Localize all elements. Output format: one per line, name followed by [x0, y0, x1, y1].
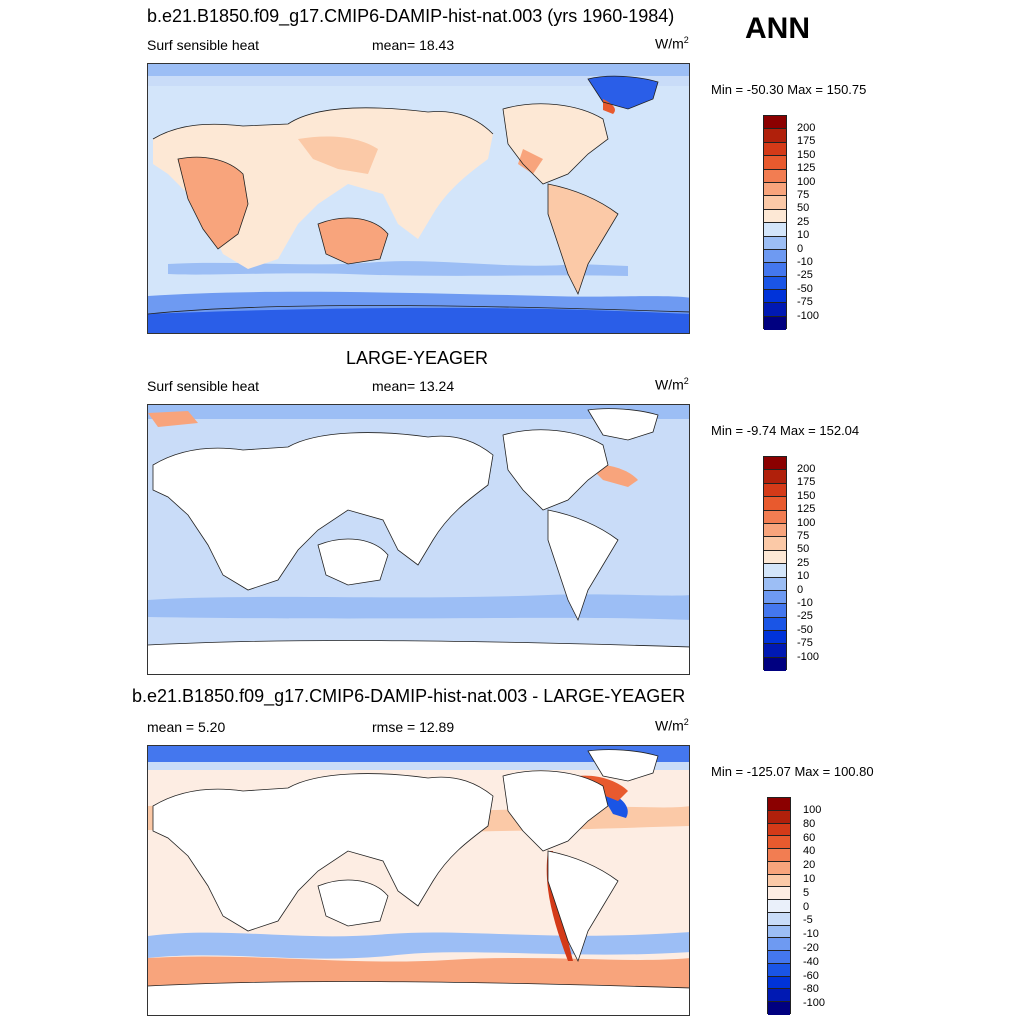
colorbar-tick: 125	[797, 162, 816, 175]
colorbar-tick: 75	[797, 530, 810, 542]
colorbar-tick: -50	[797, 282, 813, 295]
panel2-units: W/m2	[655, 376, 689, 393]
colorbar-tick: -75	[797, 637, 813, 650]
panel3-mean: mean = 5.20	[147, 719, 226, 735]
colorbar-tick: 20	[803, 859, 816, 872]
colorbar-tick: -5	[803, 914, 813, 927]
colorbar-tick: -25	[797, 610, 813, 623]
colorbar-tick: 50	[797, 543, 810, 556]
colorbar-tick: -25	[797, 269, 813, 282]
colorbar-tick: 0	[797, 242, 804, 255]
colorbar-tick: -20	[803, 942, 819, 954]
colorbar-tick: -80	[803, 983, 819, 996]
panel1-map	[147, 63, 690, 334]
colorbar-tick: 25	[797, 215, 810, 228]
colorbar-tick: -10	[803, 928, 819, 941]
colorbar-tick: 10	[803, 873, 816, 885]
panel3-colorbar	[767, 797, 791, 1015]
panel2-colorbar	[763, 456, 787, 672]
colorbar-tick: 50	[797, 202, 810, 215]
panel1-mean: mean= 18.43	[372, 37, 455, 53]
panel3-minmax: Min = -125.07 Max = 100.80	[711, 764, 874, 779]
panel3-title: b.e21.B1850.f09_g17.CMIP6-DAMIP-hist-nat…	[132, 686, 686, 706]
colorbar-tick: 5	[803, 886, 810, 899]
colorbar-tick: -10	[797, 256, 813, 268]
colorbar-tick: 80	[803, 817, 816, 830]
panel1-colorbar	[763, 115, 787, 331]
colorbar-tick: 150	[797, 148, 816, 161]
colorbar-tick: 0	[797, 583, 804, 596]
colorbar-tick: -50	[797, 623, 813, 636]
colorbar-tick: 40	[803, 845, 816, 858]
colorbar-tick: 25	[797, 556, 810, 569]
colorbar-tick: -75	[797, 296, 813, 309]
colorbar-tick: 100	[797, 516, 816, 529]
colorbar-tick: 10	[797, 229, 810, 242]
panel2-mean: mean= 13.24	[372, 378, 455, 394]
season-label: ANN	[745, 12, 810, 45]
panel2-variable: Surf sensible heat	[147, 378, 260, 394]
panel1-title: b.e21.B1850.f09_g17.CMIP6-DAMIP-hist-nat…	[147, 6, 675, 26]
panel2-map	[147, 404, 690, 675]
colorbar-tick: 175	[797, 135, 816, 148]
colorbar-tick: 75	[797, 189, 810, 201]
panel1-units: W/m2	[655, 35, 689, 52]
colorbar-tick: 150	[797, 489, 816, 502]
colorbar-tick: 125	[797, 503, 816, 516]
panel3-units: W/m2	[655, 717, 689, 734]
panel1-minmax: Min = -50.30 Max = 150.75	[711, 82, 867, 97]
panel3-map	[147, 745, 690, 1016]
colorbar-tick: 200	[797, 463, 816, 475]
colorbar-tick: 175	[797, 476, 816, 489]
colorbar-tick: 100	[803, 804, 822, 816]
colorbar-tick: -100	[797, 650, 820, 663]
colorbar-tick: 0	[803, 900, 810, 913]
colorbar-tick: -100	[803, 997, 826, 1010]
colorbar-tick: -40	[803, 955, 819, 968]
colorbar-tick: 60	[803, 831, 816, 844]
panel3-rmse: rmse = 12.89	[372, 719, 455, 735]
colorbar-tick: 200	[797, 122, 816, 134]
colorbar-tick: -60	[803, 969, 819, 982]
colorbar-tick: 10	[797, 570, 810, 583]
panel2-title: LARGE-YEAGER	[346, 348, 489, 368]
colorbar-tick: -10	[797, 597, 813, 609]
colorbar-tick: -100	[797, 309, 820, 322]
panel2-minmax: Min = -9.74 Max = 152.04	[711, 423, 860, 438]
colorbar-tick: 100	[797, 175, 816, 188]
panel1-variable: Surf sensible heat	[147, 37, 260, 53]
